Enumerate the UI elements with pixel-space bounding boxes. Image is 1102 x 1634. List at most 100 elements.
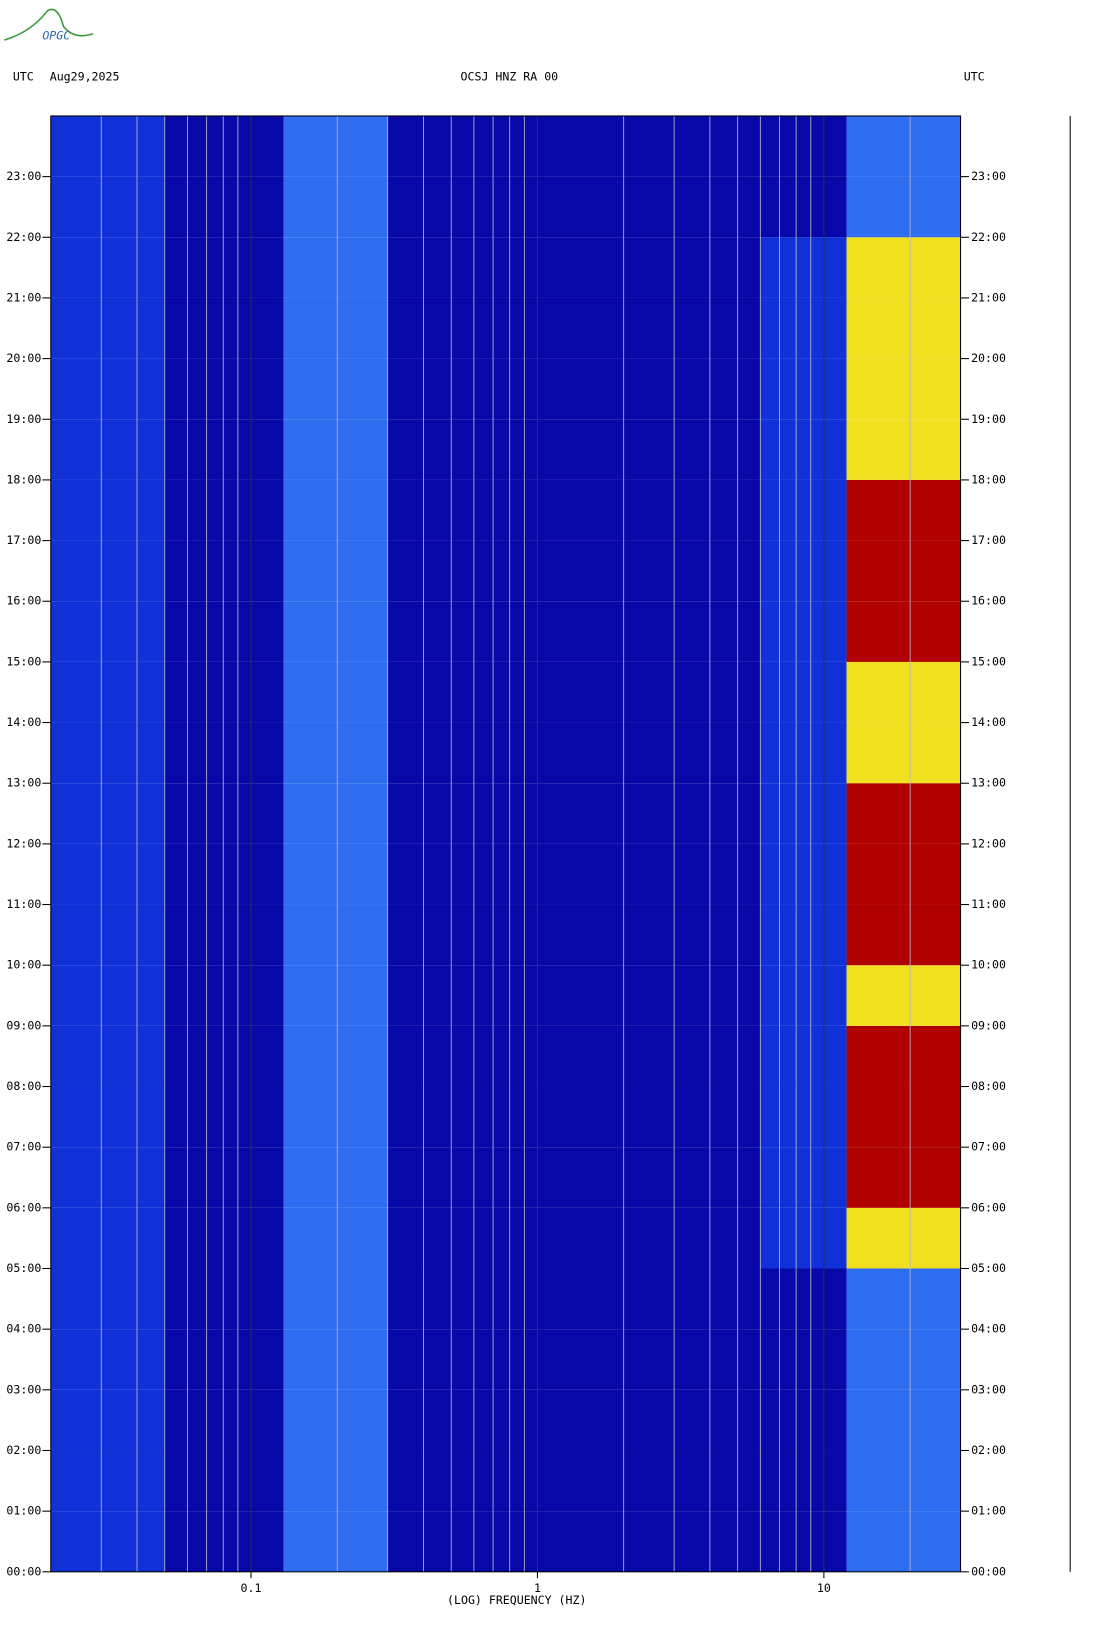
- cell: [387, 1511, 761, 1572]
- cell: [760, 661, 847, 723]
- cell: [846, 722, 961, 784]
- y-tick-label: 18:00: [971, 472, 1006, 486]
- cell: [283, 1329, 388, 1390]
- cell: [387, 1147, 761, 1208]
- cell: [164, 115, 284, 177]
- y-tick-label: 17:00: [971, 533, 1006, 547]
- logo: OPGC: [42, 28, 70, 42]
- cell: [760, 419, 847, 480]
- cell: [387, 661, 761, 723]
- cell: [760, 237, 847, 298]
- plot-frame: [50, 115, 962, 1573]
- cell: [50, 601, 165, 662]
- cell: [387, 904, 761, 966]
- cell: [846, 1389, 961, 1451]
- y-tick-label: 14:00: [971, 715, 1006, 729]
- y-tick-label: 16:00: [971, 594, 1006, 608]
- y-tick-label: 10:00: [6, 958, 41, 972]
- cell: [164, 1086, 284, 1148]
- y-tick-label: 00:00: [6, 1564, 41, 1578]
- y-tick-label: 12:00: [971, 836, 1006, 850]
- cell: [760, 1268, 847, 1330]
- cell: [164, 722, 284, 784]
- cell: [760, 965, 847, 1026]
- cell: [164, 1147, 284, 1208]
- cell: [387, 176, 761, 238]
- cell: [50, 1207, 165, 1269]
- cell: [50, 479, 165, 541]
- y-tick-label: 11:00: [971, 897, 1006, 911]
- cell: [283, 358, 388, 420]
- left-label: UTC: [13, 69, 34, 83]
- y-tick-label: 02:00: [971, 1443, 1006, 1457]
- cell: [283, 722, 388, 784]
- cell: [283, 237, 388, 298]
- cell: [164, 1450, 284, 1512]
- cell: [283, 419, 388, 480]
- y-tick-label: 08:00: [6, 1079, 41, 1093]
- cell: [846, 479, 961, 541]
- y-tick-label: 20:00: [971, 351, 1006, 365]
- cell: [760, 297, 847, 359]
- cell: [164, 904, 284, 966]
- cell: [50, 1025, 165, 1087]
- cell: [760, 783, 847, 844]
- cell: [846, 176, 961, 238]
- cell: [50, 115, 165, 177]
- cell: [387, 1389, 761, 1451]
- cell: [760, 1025, 847, 1087]
- y-tick-label: 11:00: [6, 897, 41, 911]
- y-tick-label: 01:00: [971, 1504, 1006, 1518]
- cell: [846, 237, 961, 298]
- y-tick-label: 21:00: [6, 290, 41, 304]
- cell: [846, 783, 961, 844]
- y-tick-label: 12:00: [6, 836, 41, 850]
- cell: [50, 1450, 165, 1512]
- cell: [50, 783, 165, 844]
- cell: [387, 1450, 761, 1512]
- cell: [846, 115, 961, 177]
- cell: [164, 843, 284, 905]
- y-tick-label: 03:00: [971, 1382, 1006, 1396]
- y-tick-label: 21:00: [971, 290, 1006, 304]
- cell: [283, 176, 388, 238]
- cell: [846, 661, 961, 723]
- cell: [50, 965, 165, 1026]
- cell: [846, 1207, 961, 1269]
- cell: [760, 1329, 847, 1390]
- cell: [283, 661, 388, 723]
- cell: [164, 297, 284, 359]
- cell: [164, 1511, 284, 1572]
- cell: [164, 419, 284, 480]
- x-tick-label: 10: [817, 1581, 831, 1595]
- cell: [50, 904, 165, 966]
- cell: [387, 722, 761, 784]
- cell: [50, 358, 165, 420]
- cell: [846, 1147, 961, 1208]
- cell: [164, 965, 284, 1026]
- cell: [50, 1268, 165, 1330]
- y-tick-label: 00:00: [971, 1564, 1006, 1578]
- cell: [387, 115, 761, 177]
- logo-swoosh: [4, 8, 94, 41]
- y-tick-label: 23:00: [6, 169, 41, 183]
- cell: [283, 479, 388, 541]
- cell: [760, 115, 847, 177]
- cell: [846, 1086, 961, 1148]
- y-tick-label: 10:00: [971, 958, 1006, 972]
- cell: [50, 1147, 165, 1208]
- cell: [283, 965, 388, 1026]
- cell: [387, 965, 761, 1026]
- cell: [283, 540, 388, 602]
- cell: [283, 904, 388, 966]
- cell: [50, 419, 165, 480]
- cell: [760, 904, 847, 966]
- y-tick-label: 20:00: [6, 351, 41, 365]
- y-tick-label: 15:00: [971, 654, 1006, 668]
- cell: [283, 1207, 388, 1269]
- y-tick-label: 07:00: [971, 1140, 1006, 1154]
- cell: [387, 783, 761, 844]
- cell: [50, 297, 165, 359]
- cell: [164, 479, 284, 541]
- cell: [164, 1389, 284, 1451]
